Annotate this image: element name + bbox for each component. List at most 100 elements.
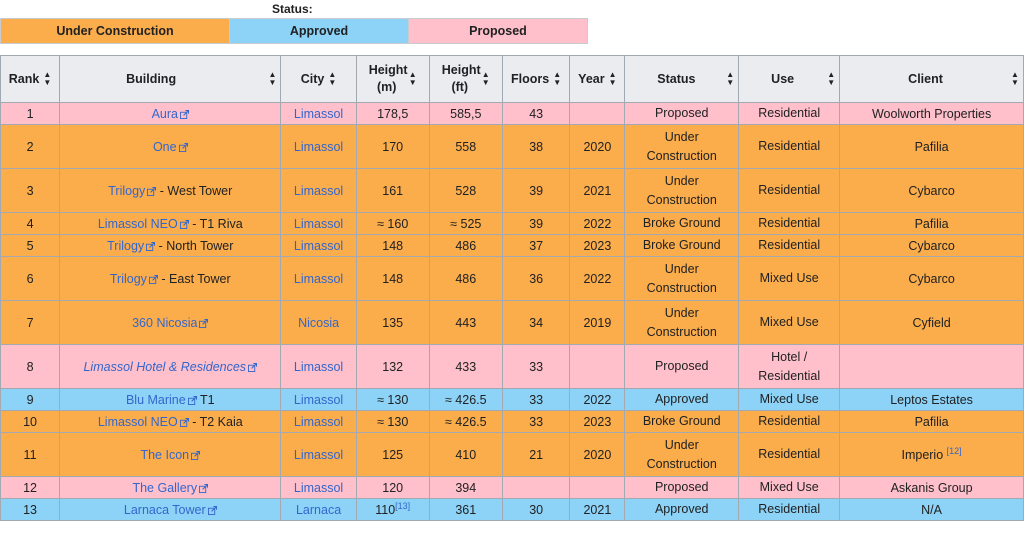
height-ft-cell: ≈ 426.5 (428, 410, 503, 433)
city-link[interactable]: Limassol (293, 216, 344, 231)
status-cell: Proposed (624, 476, 740, 499)
sort-icon[interactable]: ▲ ▼ (608, 70, 617, 87)
building-link[interactable]: Blu Marine (125, 392, 186, 407)
rank-cell: 1 (0, 102, 61, 125)
external-link-icon (146, 241, 156, 251)
table-row: 6 Trilogy - East Tower Limassol 148 486 36 202… (0, 256, 1024, 301)
city-link[interactable]: Limassol (293, 392, 344, 407)
reference-link[interactable]: [13] (395, 500, 411, 511)
height-m-cell: 161 (355, 168, 430, 213)
status-cell: Broke Ground (624, 410, 740, 433)
city-cell: Limassol (280, 124, 357, 169)
sort-icon[interactable]: ▲ ▼ (43, 70, 52, 87)
height-ft-cell: 410 (428, 432, 503, 477)
skyscraper-table: Rank ▲ ▼ Building ▲ ▼ City ▲ ▼ Height (m) ▲ ▼ He… (0, 55, 1024, 521)
header-building[interactable]: Building ▲ ▼ (59, 55, 282, 103)
building-link[interactable]: Limassol Hotel & Residences (83, 359, 247, 374)
building-link[interactable]: 360 Nicosia (132, 315, 198, 330)
table-row: 10 Limassol NEO - T2 Kaia Limassol ≈ 130 ≈ 4… (0, 410, 1024, 433)
rank-cell: 11 (0, 432, 61, 477)
sort-icon[interactable]: ▲ ▼ (1011, 70, 1019, 87)
year-cell: 2022 (569, 212, 626, 235)
header-status[interactable]: Status ▲ ▼ (624, 55, 740, 103)
building-link[interactable]: Trilogy (107, 238, 145, 253)
use-cell: Mixed Use (738, 388, 841, 411)
building-cell: The Icon (59, 432, 282, 477)
city-link[interactable]: Limassol (293, 414, 344, 429)
city-link[interactable]: Limassol (293, 238, 344, 253)
city-cell: Limassol (280, 476, 357, 499)
height-ft-cell: 394 (428, 476, 503, 499)
building-link[interactable]: Trilogy (108, 183, 146, 198)
sort-icon[interactable]: ▲ ▼ (726, 70, 735, 87)
city-cell: Limassol (280, 256, 357, 301)
sort-icon[interactable]: ▲ ▼ (408, 70, 417, 87)
legend-proposed: Proposed (408, 18, 588, 44)
client-cell: Pafilia (839, 410, 1024, 433)
floors-cell: 37 (501, 234, 571, 257)
status-cell: Under Construction (624, 300, 740, 345)
building-link[interactable]: Larnaca Tower (123, 502, 206, 517)
building-link[interactable]: The Icon (140, 447, 190, 462)
rank-cell: 4 (0, 212, 61, 235)
city-link[interactable]: Limassol (293, 139, 344, 154)
city-link[interactable]: Limassol (293, 359, 344, 374)
status-cell: Under Construction (624, 168, 740, 213)
header-height-m[interactable]: Height (m) ▲ ▼ (355, 55, 430, 103)
header-city[interactable]: City ▲ ▼ (280, 55, 357, 103)
city-cell: Limassol (280, 388, 357, 411)
sort-icon[interactable]: ▲ ▼ (328, 70, 337, 87)
building-link[interactable]: Aura (151, 106, 178, 121)
height-m-cell: 178,5 (355, 102, 430, 125)
city-link[interactable]: Limassol (293, 183, 344, 198)
building-suffix: - T2 Kaia (188, 414, 243, 429)
use-cell: Mixed Use (738, 256, 841, 301)
city-link[interactable]: Limassol (293, 447, 344, 462)
building-link[interactable]: Trilogy (109, 271, 147, 286)
floors-cell: 21 (501, 432, 571, 477)
building-cell: Limassol NEO - T2 Kaia (59, 410, 282, 433)
building-suffix: - T1 Riva (188, 216, 243, 231)
height-m-cell: 132 (355, 344, 430, 389)
client-cell: Leptos Estates (839, 388, 1024, 411)
sort-icon[interactable]: ▲ ▼ (827, 70, 836, 87)
city-cell: Nicosia (280, 300, 357, 345)
status-cell: Approved (624, 388, 740, 411)
rank-cell: 5 (0, 234, 61, 257)
sort-icon[interactable]: ▲ ▼ (481, 70, 490, 87)
header-floors[interactable]: Floors ▲ ▼ (501, 55, 571, 103)
header-year[interactable]: Year ▲ ▼ (569, 55, 626, 103)
header-client[interactable]: Client ▲ ▼ (839, 55, 1024, 103)
header-rank[interactable]: Rank ▲ ▼ (0, 55, 61, 103)
use-cell: Mixed Use (738, 476, 841, 499)
building-link[interactable]: One (152, 139, 177, 154)
height-ft-cell: 528 (428, 168, 503, 213)
sort-icon[interactable]: ▲ ▼ (553, 70, 562, 87)
floors-cell (501, 476, 571, 499)
building-cell: Blu Marine T1 (59, 388, 282, 411)
table-row: 5 Trilogy - North Tower Limassol 148 486 37 20… (0, 234, 1024, 257)
building-link[interactable]: Limassol NEO (97, 414, 178, 429)
status-cell: Approved (624, 498, 740, 521)
city-link[interactable]: Larnaca (295, 502, 342, 517)
rank-cell: 9 (0, 388, 61, 411)
city-link[interactable]: Limassol (293, 271, 344, 286)
header-use[interactable]: Use ▲ ▼ (738, 55, 841, 103)
rank-cell: 13 (0, 498, 61, 521)
year-cell (569, 344, 626, 389)
reference-link[interactable]: [12] (946, 445, 962, 456)
height-ft-cell: ≈ 525 (428, 212, 503, 235)
building-link[interactable]: Limassol NEO (97, 216, 178, 231)
city-link[interactable]: Limassol (293, 106, 344, 121)
external-link-icon (191, 450, 201, 460)
building-cell: Trilogy - East Tower (59, 256, 282, 301)
floors-cell: 38 (501, 124, 571, 169)
city-link[interactable]: Nicosia (298, 315, 340, 330)
floors-cell: 33 (501, 410, 571, 433)
city-link[interactable]: Limassol (293, 480, 344, 495)
building-link[interactable]: The Gallery (132, 480, 198, 495)
city-cell: Limassol (280, 102, 357, 125)
building-cell: Trilogy - North Tower (59, 234, 282, 257)
sort-icon[interactable]: ▲ ▼ (268, 70, 277, 87)
header-height-ft[interactable]: Height (ft) ▲ ▼ (428, 55, 503, 103)
